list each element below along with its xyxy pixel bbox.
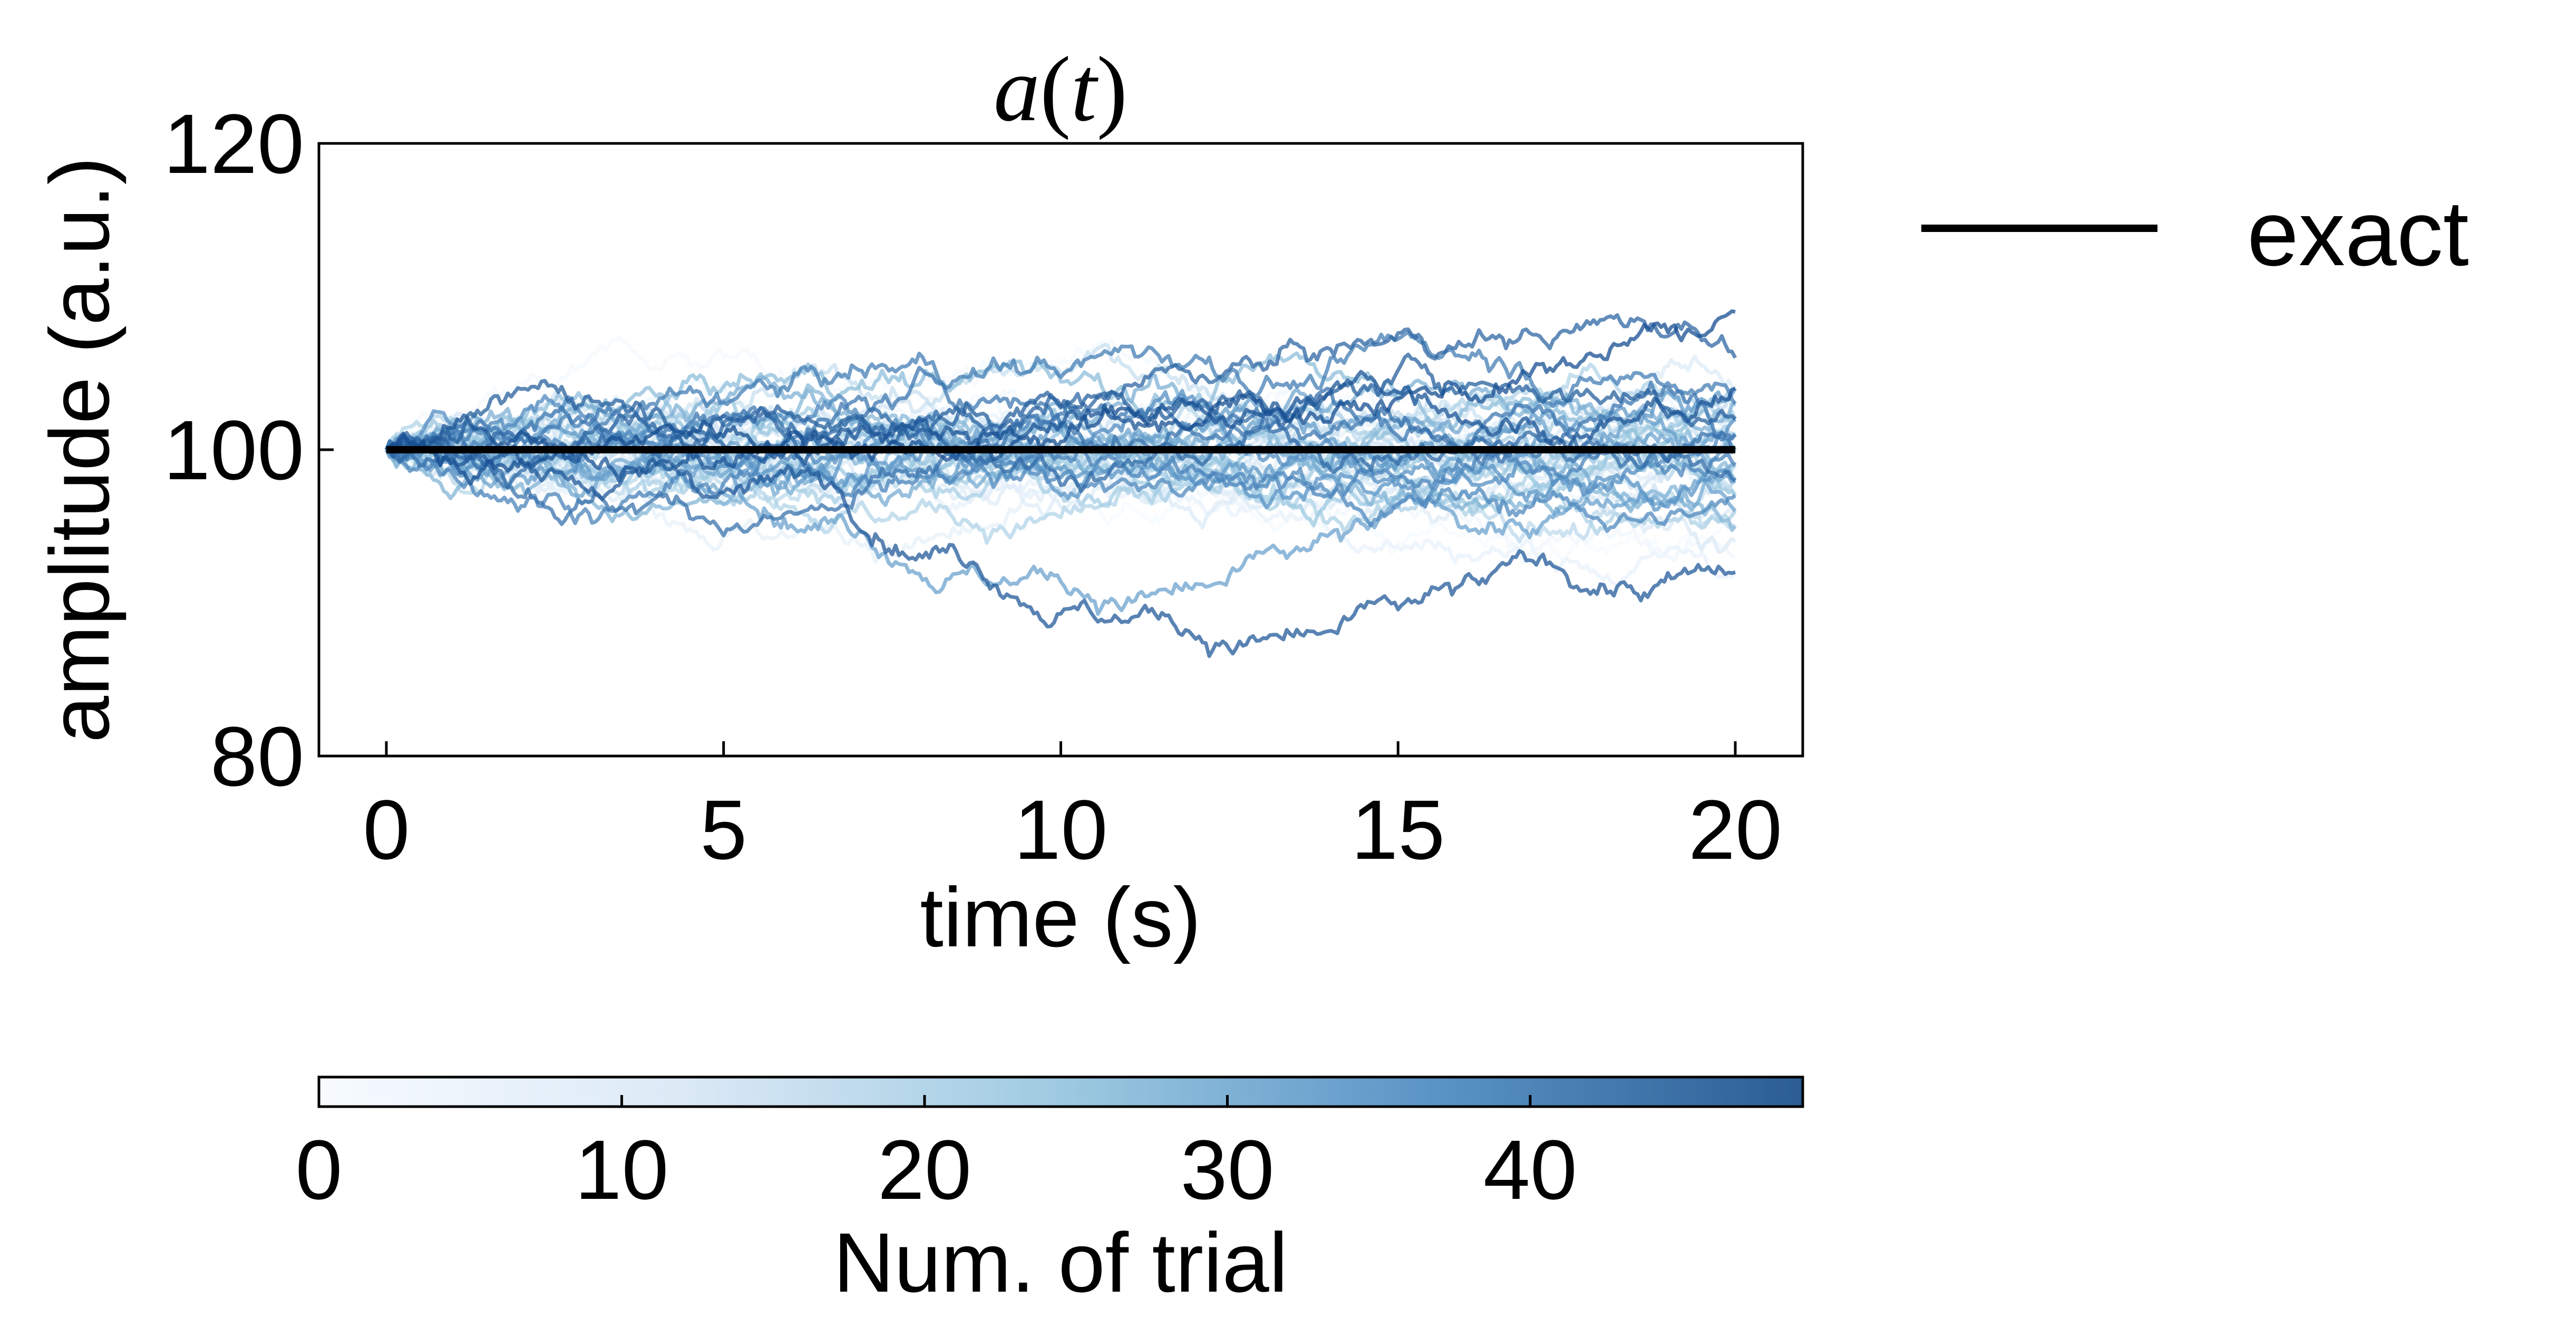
x-ticks: 0 5 10 15 20 [363,741,1782,877]
trial-line [385,409,1736,508]
colorbar-tick-label: 0 [296,1122,343,1217]
colorbar-tick-label: 10 [575,1122,669,1217]
trial-line [385,440,1736,658]
plot-area: 0 5 10 15 20 80 100 120 [163,96,1804,877]
y-tick-label: 100 [163,403,304,497]
x-axis-label: time (s) [920,870,1201,964]
colorbar-gradient [317,1076,1804,1108]
trial-line [385,441,1737,526]
colorbar-tick-label: 40 [1483,1122,1577,1217]
colorbar-ticks: 0 10 20 30 40 [296,1095,1577,1217]
legend: exact [1921,182,2469,285]
trial-line [386,365,1736,461]
x-tick-label: 5 [700,782,747,877]
x-tick-label: 20 [1688,782,1782,877]
colorbar-tick-label: 20 [878,1122,971,1217]
colorbar: 0 10 20 30 40 Num. of trial [296,1076,1804,1310]
y-ticks: 80 100 120 [163,96,334,803]
x-tick-label: 10 [1014,782,1108,877]
chart-title: a(t) [994,38,1127,141]
colorbar-label: Num. of trial [833,1215,1288,1310]
trial-line [385,435,1737,616]
trial-line [384,420,1736,512]
legend-label-exact: exact [2247,182,2469,285]
trial-line [385,309,1736,486]
trial-line [384,330,1737,457]
trial-line [385,370,1736,483]
y-tick-label: 80 [210,709,304,803]
trial-line [385,393,1736,533]
trial-lines [384,309,1737,658]
y-tick-label: 120 [163,96,304,191]
x-tick-label: 15 [1351,782,1445,877]
trial-line [385,352,1737,459]
x-tick-label: 0 [363,782,410,877]
y-axis-label: amplitude (a.u.) [32,157,127,743]
colorbar-tick-label: 30 [1180,1122,1274,1217]
